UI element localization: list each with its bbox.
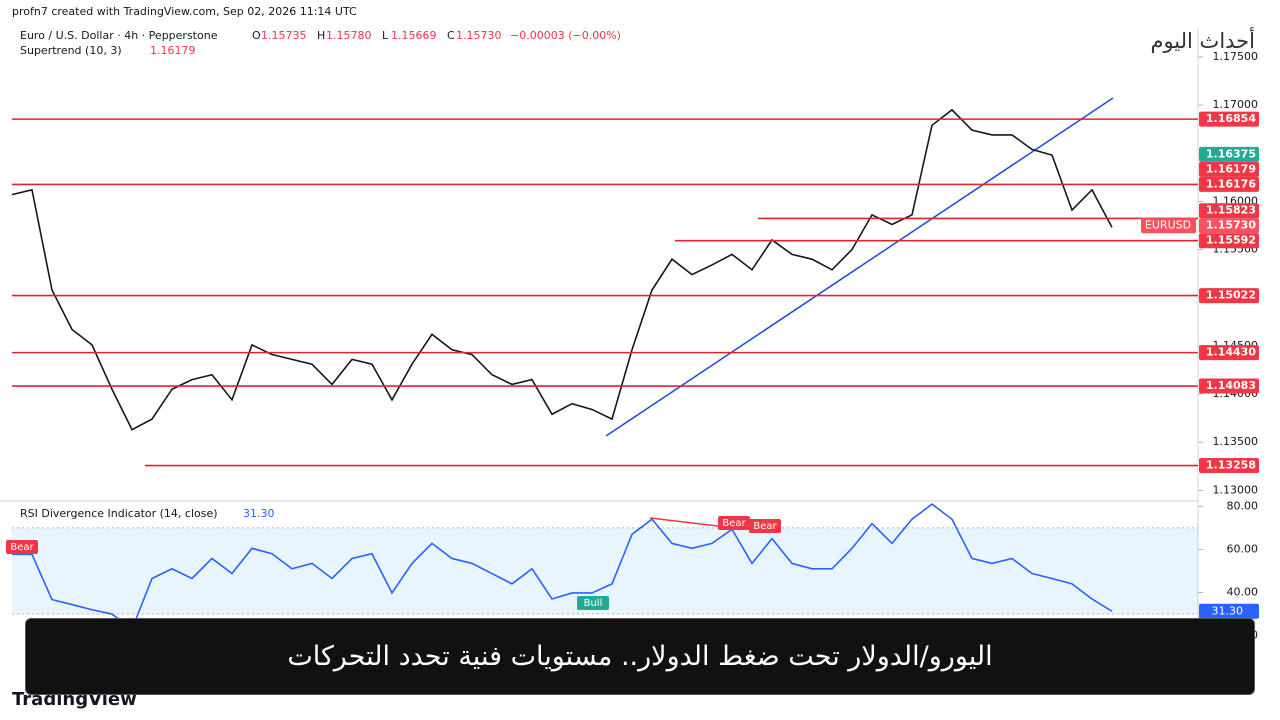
last-value: 31.30 [1212,604,1244,617]
price-label-box [1199,218,1259,234]
price-label-box [1199,203,1259,219]
price-label-box [1199,345,1259,361]
price-label-box [1199,111,1259,127]
signal-label: Bear [10,542,34,553]
ohlc-label: L [382,29,389,42]
price-label: 1.13258 [1206,459,1256,472]
price-label-box [1199,288,1259,304]
y-tick-label: 40.00 [1227,586,1259,599]
price-label-box [1199,176,1259,192]
price-label: 1.16179 [1206,162,1256,175]
price-label: 1.16854 [1206,112,1256,125]
legend: Euro / U.S. Dollar · 4h · Pepperstone Su… [20,29,275,520]
price-label-box [1199,458,1259,474]
signal-box [749,519,781,533]
price-label-box [1199,233,1259,249]
signal-label: Bear [722,518,746,529]
price-label: 1.15730 [1206,219,1256,232]
price-label-box [1199,146,1259,162]
change: −0.00003 (−0.00%) [510,29,621,42]
price-label: 1.14430 [1206,346,1256,359]
signal-label: Bull [584,598,603,609]
signal-box [718,516,750,530]
y-tick-label: 1.17500 [1213,50,1259,63]
last-value-box [1199,603,1259,619]
ohlc-value: 1.15730 [456,29,502,42]
ohlc-value: 1.15735 [261,29,307,42]
ohlc-value: 1.15780 [326,29,372,42]
signal-box [577,596,609,610]
ohlc-label: C [447,29,455,42]
price-label: 1.16375 [1206,147,1256,160]
rsi-value: 31.30 [243,507,275,520]
series-line [12,503,1113,631]
price-label: 1.16176 [1206,177,1256,190]
price-label: 1.15823 [1206,204,1256,217]
price-label: 1.15592 [1206,234,1256,247]
signal-label: Bear [753,521,777,532]
series-line [11,108,1113,431]
price-label-box [1199,378,1259,394]
price-label: 1.14083 [1206,379,1256,392]
watermark: أحداث اليوم [1150,27,1255,53]
indicator-value: 1.16179 [150,44,196,57]
price-label-box [1199,161,1259,177]
symbol-label-box [1141,218,1196,234]
headline: اليورو/الدولار تحت ضغط الدولار.. مستويات… [287,641,993,672]
trend-line [605,97,1114,437]
rsi-title: RSI Divergence Indicator (14, close) [20,507,218,520]
y-tick-label: 80.00 [1227,499,1259,512]
header-title: profn7 created with TradingView.com, Sep… [12,5,357,18]
ohlc-value: 1.15669 [391,29,437,42]
symbol: Euro / U.S. Dollar · 4h · Pepperstone [20,29,218,42]
signal-box [6,540,38,554]
ohlc-label: H [317,29,325,42]
symbol-label: EURUSD [1145,219,1191,232]
y-tick-label: 1.17000 [1213,98,1259,111]
y-tick-label: 1.13500 [1213,435,1259,448]
indicator: Supertrend (10, 3) [20,44,122,57]
price-label: 1.15022 [1206,289,1256,302]
y-tick-label: 1.13000 [1213,483,1259,496]
ohlc-label: O [252,29,261,42]
headline-box: اليورو/الدولار تحت ضغط الدولار.. مستويات… [25,618,1255,695]
y-tick-label: 60.00 [1227,542,1259,555]
